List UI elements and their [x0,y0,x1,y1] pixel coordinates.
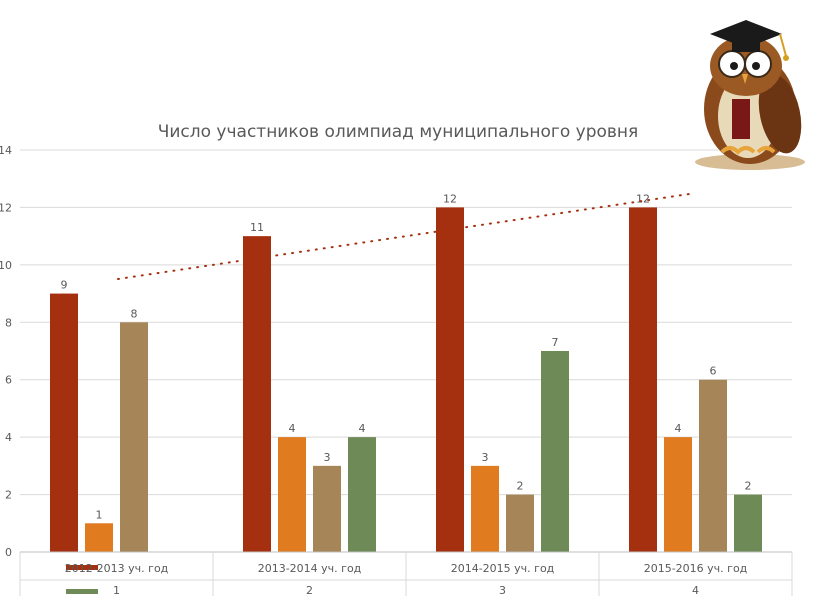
bar [436,207,464,552]
data-label: 3 [482,451,489,464]
y-tick-label: 10 [0,259,12,272]
x-category-number: 2 [306,584,313,596]
y-tick-label: 14 [0,144,12,157]
data-label: 9 [61,279,68,292]
bar [506,494,534,552]
x-category-number: 4 [692,584,699,596]
data-label: 12 [443,192,457,205]
data-label: 4 [675,422,682,435]
data-label: 1 [96,508,103,521]
data-label: 4 [289,422,296,435]
bars [50,207,762,552]
x-tick-label: 2015-2016 уч. год [644,562,748,575]
x-category-number: 1 [113,584,120,596]
data-label: 6 [710,365,717,378]
bar [541,351,569,552]
y-tick-label: 4 [5,431,12,444]
bar [664,437,692,552]
data-label: 7 [552,336,559,349]
x-tick-label: 2013-2014 уч. год [258,562,362,575]
chart-title: Число участников олимпиад муниципального… [158,122,639,142]
owl-scholar-illustration [695,20,805,170]
legend-swatch [66,589,98,594]
bar [85,523,113,552]
data-label: 12 [636,192,650,205]
y-tick-label: 0 [5,546,12,559]
bar [699,379,727,552]
data-label: 4 [359,422,366,435]
bar [243,236,271,552]
bar [348,437,376,552]
x-tick-label: 2014-2015 уч. год [451,562,555,575]
bar [50,293,78,552]
x-axis: 2012-2013 уч. год 1 2013-2014 уч. год 2 2014… [19,551,793,597]
y-axis: 0 2 4 6 8 10 12 14 [0,144,12,559]
legend-swatch [66,565,98,570]
trendline-line [117,192,693,280]
y-tick-label: 8 [5,316,12,329]
bar [734,494,762,552]
bar [471,465,499,552]
y-tick-label: 6 [5,374,12,387]
data-label: 11 [250,221,264,234]
data-label: 2 [517,480,524,493]
bar [120,322,148,552]
bar [278,437,306,552]
data-label: 8 [131,307,138,320]
trendline [117,192,693,280]
y-tick-label: 2 [5,489,12,502]
bar [629,207,657,552]
x-category-number: 3 [499,584,506,596]
data-label: 2 [745,480,752,493]
data-label: 3 [324,451,331,464]
bar [313,465,341,552]
y-tick-label: 12 [0,201,12,214]
x-tick-label: 2012-2013 уч. год [65,562,169,575]
